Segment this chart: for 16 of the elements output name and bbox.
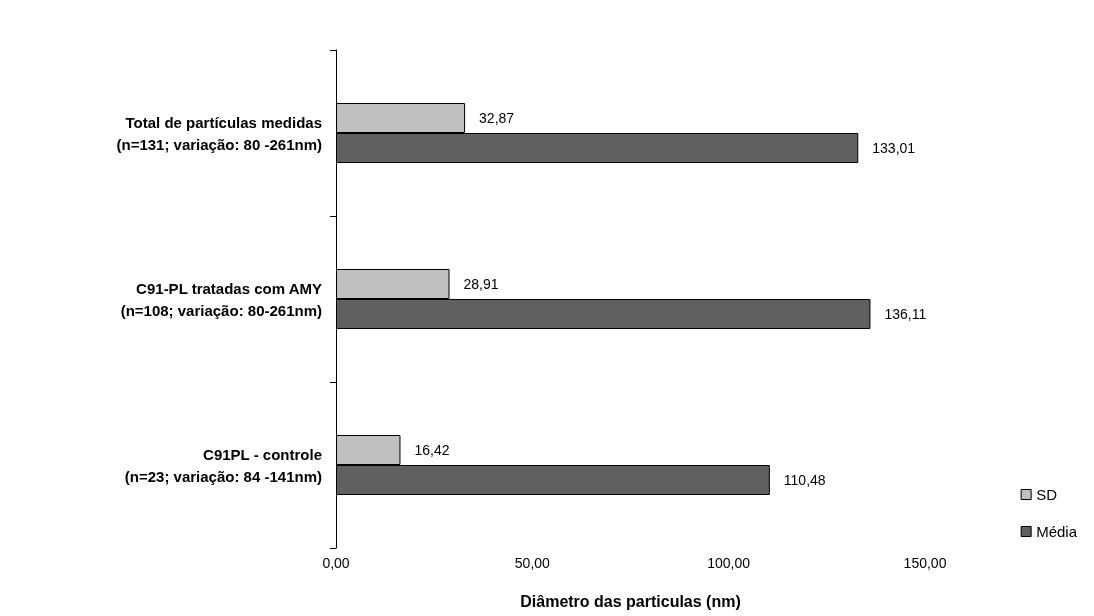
x-tick-label: 0,00: [322, 555, 350, 571]
data-label: 28,91: [463, 276, 499, 292]
data-label: 133,01: [872, 140, 916, 156]
x-tick-label: 150,00: [903, 555, 947, 571]
legend-label: Média: [1036, 523, 1078, 540]
data-label: 32,87: [479, 110, 515, 126]
x-axis-title: Diâmetro das particulas (nm): [520, 592, 741, 610]
y-tick-label: C91PL - controle (n=23; variação: 84 -141nm): [124, 445, 322, 485]
x-tick-label: 100,00: [707, 555, 751, 571]
x-tick-label: 50,00: [514, 555, 551, 571]
data-label: 110,48: [783, 472, 826, 488]
data-label: 16,42: [414, 442, 450, 458]
data-label: 136,11: [884, 306, 927, 322]
y-tick-label: Total de partículas medidas (n=131; variação: 80 -261nm): [116, 113, 322, 153]
legend-label: SD: [1036, 486, 1058, 503]
y-tick-label: C91-PL tratadas com AMY (n=108; variação: 80-261nm): [120, 279, 322, 319]
